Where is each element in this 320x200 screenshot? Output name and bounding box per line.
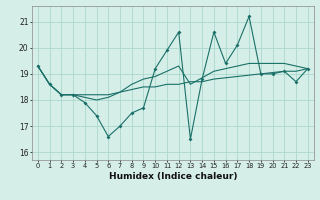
X-axis label: Humidex (Indice chaleur): Humidex (Indice chaleur) [108, 172, 237, 181]
